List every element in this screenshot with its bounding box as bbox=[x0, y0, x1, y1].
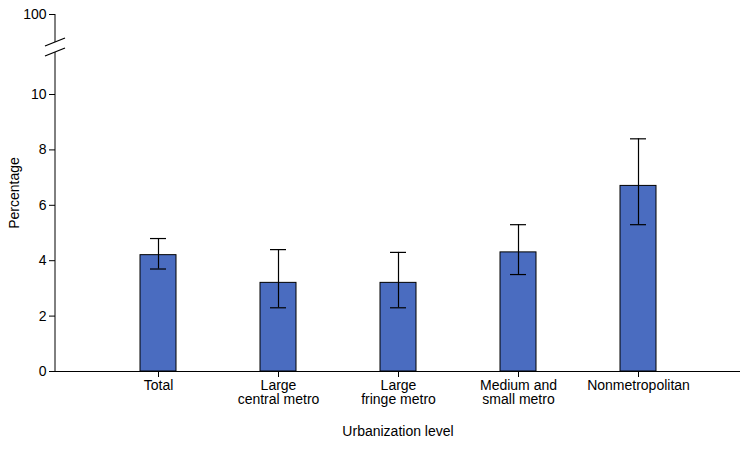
svg-text:4: 4 bbox=[39, 252, 47, 268]
svg-text:100: 100 bbox=[23, 6, 47, 22]
svg-text:0: 0 bbox=[39, 363, 47, 379]
svg-text:Medium andsmall metro: Medium andsmall metro bbox=[480, 377, 557, 407]
svg-text:Largecentral metro: Largecentral metro bbox=[238, 377, 320, 407]
svg-text:Urbanization level: Urbanization level bbox=[342, 423, 453, 439]
svg-text:Total: Total bbox=[144, 377, 174, 393]
svg-text:Largefringe metro: Largefringe metro bbox=[361, 377, 436, 407]
svg-text:Percentage: Percentage bbox=[6, 157, 22, 229]
svg-text:2: 2 bbox=[39, 308, 47, 324]
svg-text:6: 6 bbox=[39, 197, 47, 213]
svg-text:8: 8 bbox=[39, 141, 47, 157]
svg-text:10: 10 bbox=[31, 86, 47, 102]
svg-text:Nonmetropolitan: Nonmetropolitan bbox=[587, 377, 690, 393]
